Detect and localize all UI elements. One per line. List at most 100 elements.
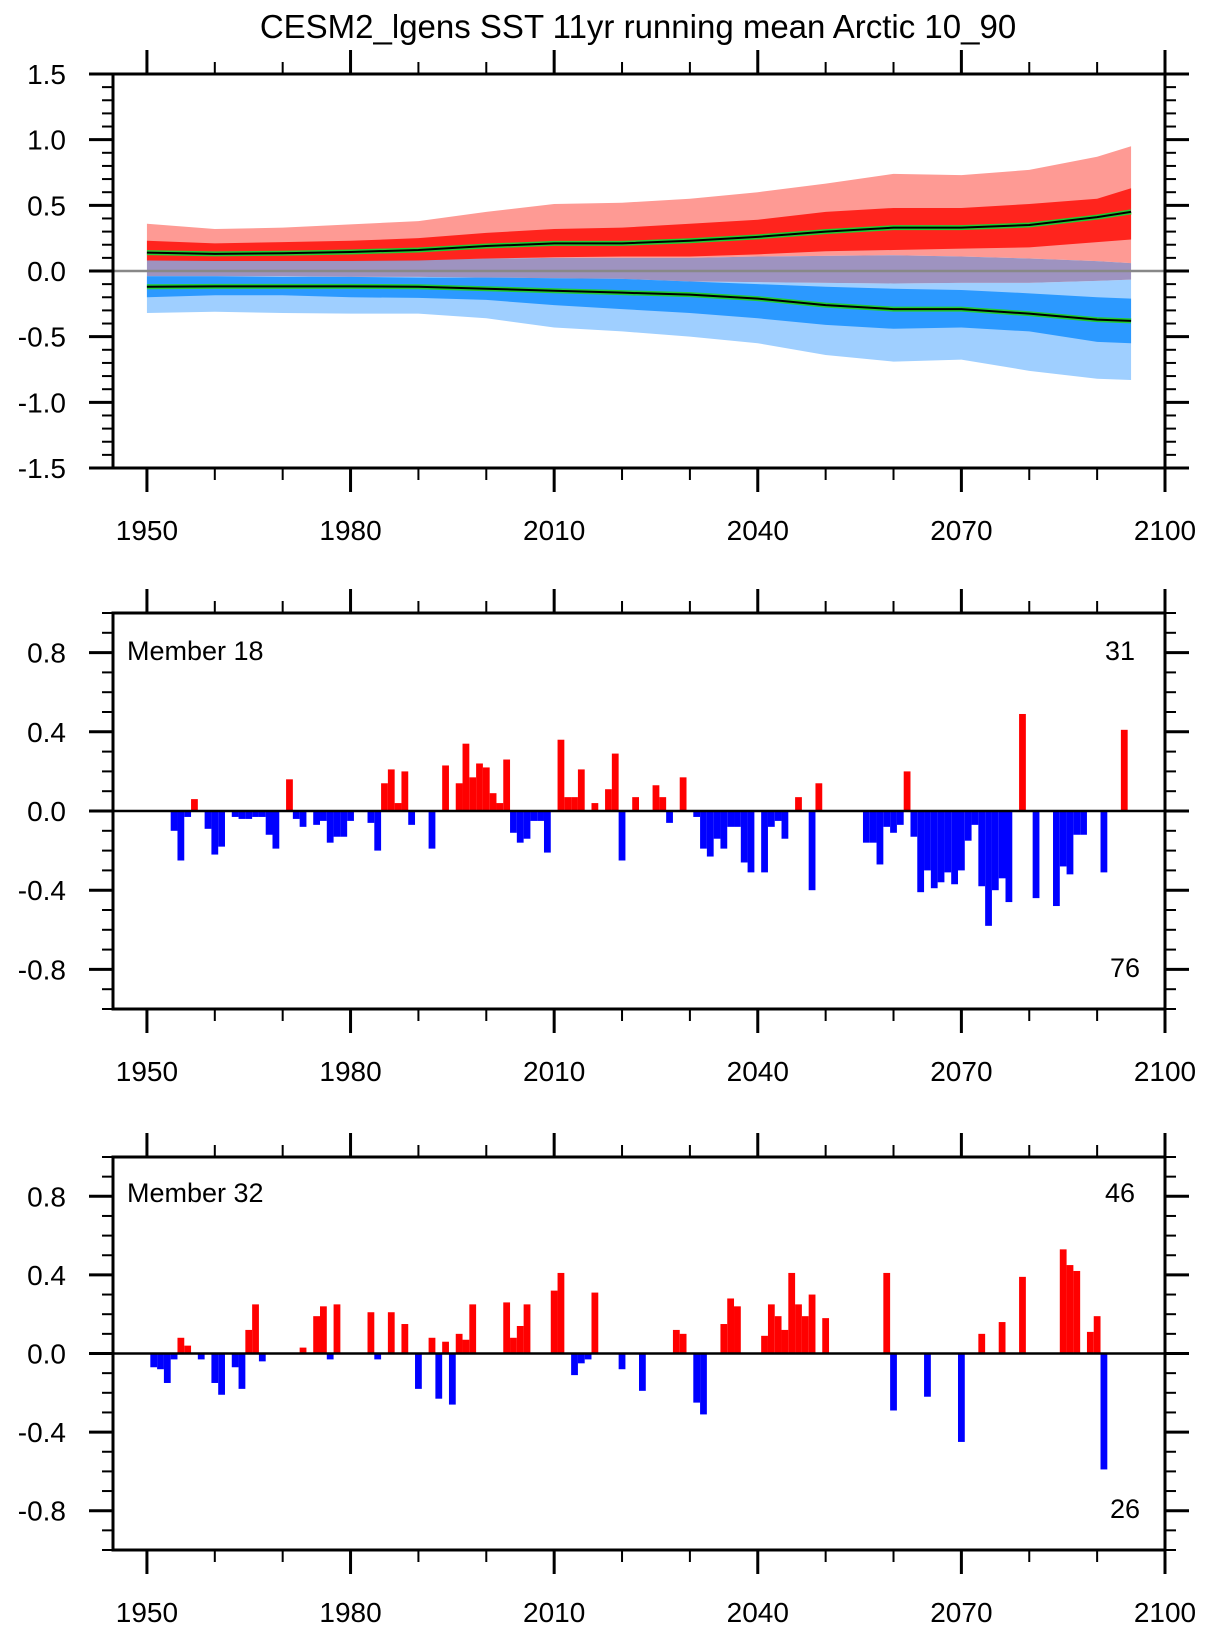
y-tick-label: -0.4 [18, 1417, 66, 1448]
negative-bar [896, 811, 904, 825]
x-tick-label: 2040 [727, 1056, 789, 1087]
positive-bar [503, 1302, 511, 1354]
negative-bar [727, 811, 735, 827]
positive-bar [184, 1345, 192, 1354]
negative-bar [883, 811, 891, 827]
member-label: Member 18 [127, 636, 264, 666]
negative-bar [211, 811, 219, 855]
y-tick-label: 1.5 [27, 59, 66, 90]
negative-bar [1066, 811, 1074, 875]
negative-bar [706, 811, 714, 857]
positive-bar [286, 779, 293, 811]
positive-bar [1066, 1265, 1074, 1354]
positive-bar [489, 793, 497, 811]
y-tick-label: -0.8 [18, 954, 66, 985]
negative-bar [693, 811, 701, 817]
negative-bar [734, 811, 741, 827]
positive-bar [476, 763, 483, 811]
positive-bar [652, 785, 660, 811]
positive-bar [367, 1312, 375, 1354]
negative-bar [204, 811, 212, 829]
negative-bar [774, 811, 782, 821]
positive-bar [1059, 1249, 1067, 1354]
x-tick-label: 2040 [727, 515, 789, 546]
negative-bar [170, 811, 178, 831]
positive-bar [883, 1272, 891, 1354]
y-tick-label: -0.4 [18, 875, 66, 906]
negative-bar [937, 811, 945, 883]
negative-bar [713, 811, 721, 839]
positive-bar [469, 777, 477, 811]
negative-bar [571, 1353, 578, 1376]
positive-bar [177, 1337, 185, 1354]
positive-bar [252, 1304, 259, 1354]
negative-bar [1100, 811, 1108, 873]
negative-bar [1053, 811, 1060, 907]
positive-bar [801, 1316, 809, 1354]
x-tick-label: 2010 [523, 1597, 585, 1628]
negative-bar [537, 811, 544, 821]
positive-bar [496, 803, 504, 811]
x-tick-label: 2100 [1134, 515, 1196, 546]
y-tick-label: 0.0 [27, 796, 66, 827]
negative-bar [530, 811, 538, 821]
positive-bar [455, 783, 463, 811]
x-tick-label: 1980 [319, 1056, 381, 1087]
negative-bar [639, 1353, 646, 1391]
y-tick-label: -0.8 [18, 1496, 66, 1527]
positive-bar [455, 1333, 463, 1354]
negative-bar [862, 811, 870, 843]
x-tick-label: 2040 [727, 1597, 789, 1628]
x-tick-label: 2070 [930, 1056, 992, 1087]
negative-bar [910, 811, 918, 837]
negative-bar [252, 811, 259, 817]
negative-bar [374, 811, 382, 851]
positive-bar [299, 1347, 307, 1354]
negative-bar [584, 1353, 592, 1360]
negative-bar [740, 811, 748, 863]
x-tick-label: 2100 [1134, 1597, 1196, 1628]
negative-bar [516, 811, 524, 843]
positive-bar [503, 759, 511, 811]
positive-bar [1019, 1276, 1026, 1354]
overlap-band [146, 255, 1132, 284]
positive-bar [442, 765, 449, 811]
negative-count: 76 [1110, 953, 1140, 983]
negative-bar [245, 811, 253, 819]
negative-bar [1032, 811, 1040, 899]
negative-bar [448, 1353, 456, 1405]
x-tick-label: 1950 [116, 1597, 178, 1628]
negative-bar [292, 811, 300, 819]
negative-bar [577, 1353, 585, 1364]
negative-bar [211, 1353, 219, 1383]
positive-bar [516, 1325, 524, 1354]
positive-count: 31 [1105, 636, 1135, 666]
negative-bar [1073, 811, 1081, 835]
positive-bar [550, 1290, 558, 1354]
x-tick-label: 1980 [319, 515, 381, 546]
x-tick-label: 2100 [1134, 1056, 1196, 1087]
red-inner-band [146, 188, 1132, 262]
negative-bar [964, 811, 972, 841]
positive-bar [672, 1329, 680, 1354]
negative-bar [618, 811, 626, 861]
positive-bar [611, 753, 619, 811]
negative-bar [693, 1353, 701, 1403]
negative-bar [347, 811, 354, 821]
negative-bar [170, 1353, 178, 1360]
positive-bar [571, 797, 578, 811]
positive-bar [720, 1324, 728, 1354]
negative-bar [1100, 1353, 1108, 1470]
positive-bar [1120, 729, 1128, 811]
positive-bar [469, 1304, 477, 1354]
ensemble-spread-panel: 1950 1980 2010 2040 2070 2100 1.5 1.0 0.5 0.0 -0.5… [18, 50, 1196, 546]
positive-count: 46 [1105, 1178, 1135, 1208]
positive-bar [815, 783, 823, 811]
y-tick-label: -0.5 [18, 322, 66, 353]
positive-bar [679, 777, 687, 811]
negative-bar [944, 811, 952, 873]
positive-bar [1019, 713, 1026, 811]
negative-bar [218, 1353, 225, 1395]
positive-bar [557, 739, 565, 811]
